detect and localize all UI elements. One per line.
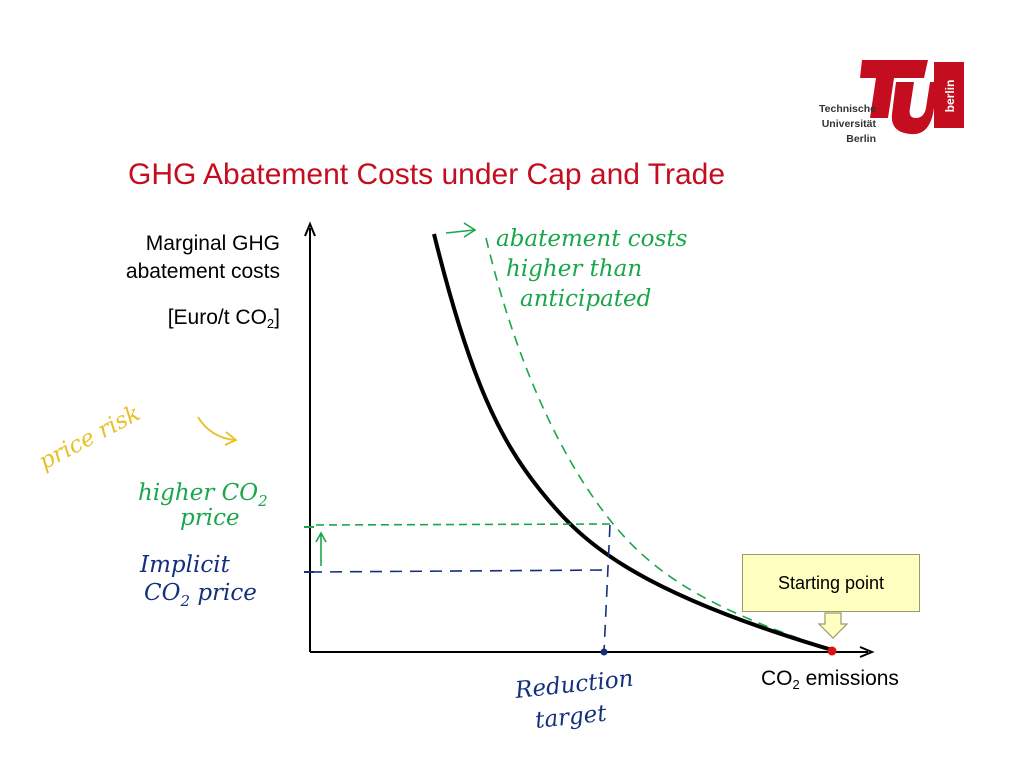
hand-green-price-text: higher CO bbox=[138, 480, 258, 506]
hand-reduction-line-2: target bbox=[534, 701, 609, 734]
anticipated-arrow bbox=[445, 222, 477, 238]
logo-wordmark: Technische Universität Berlin bbox=[808, 102, 876, 147]
hand-green-line-2: higher than bbox=[506, 256, 642, 282]
logo-line-2: Universität bbox=[821, 118, 876, 130]
y-axis-unit: [Euro/t CO2] bbox=[168, 306, 280, 331]
price-increase-arrow bbox=[315, 531, 327, 566]
x-axis-label: CO2 emissions bbox=[761, 667, 899, 692]
hand-blue-line-2: CO2 price bbox=[144, 580, 257, 610]
hand-blue-line-1: Implicit bbox=[139, 552, 231, 578]
hand-price-risk: price risk bbox=[35, 400, 145, 475]
starting-point-marker bbox=[827, 646, 837, 656]
slide-title: GHG Abatement Costs under Cap and Trade bbox=[128, 158, 725, 191]
y-unit-sub: 2 bbox=[266, 316, 275, 331]
reduction-target-point bbox=[600, 648, 608, 656]
hand-reduction-line-1: Reduction bbox=[513, 666, 635, 704]
higher-price-line bbox=[315, 523, 611, 526]
tu-berlin-logo: berlin bbox=[860, 60, 964, 135]
y-axis-label: Marginal GHG abatement costs bbox=[126, 230, 280, 286]
hand-blue-suffix: price bbox=[190, 580, 257, 606]
x-axis-arrow bbox=[859, 646, 875, 658]
y-unit-prefix: [Euro/t CO bbox=[167, 306, 267, 329]
x-label-suffix: emissions bbox=[799, 667, 899, 690]
x-label-prefix: CO bbox=[761, 667, 793, 690]
y-axis-arrow bbox=[304, 221, 316, 237]
logo-line-3: Berlin bbox=[846, 133, 876, 145]
logo-line-1: Technische bbox=[819, 103, 876, 115]
hand-blue-sub: 2 bbox=[179, 592, 190, 610]
logo-side-text: berlin bbox=[943, 80, 957, 113]
starting-point-callout: Starting point bbox=[742, 554, 920, 612]
abatement-cost-curve bbox=[432, 233, 833, 652]
y-axis-label-line-2: abatement costs bbox=[125, 260, 280, 283]
hand-blue-prefix: CO bbox=[144, 580, 181, 606]
price-risk-arrow bbox=[197, 416, 238, 446]
hand-green-line-1: abatement costs bbox=[496, 226, 688, 252]
higher-cost-curve bbox=[485, 237, 819, 646]
implicit-price-line bbox=[309, 569, 611, 573]
y-unit-suffix: ] bbox=[274, 306, 280, 329]
y-axis-label-line-1: Marginal GHG bbox=[145, 232, 280, 255]
callout-arrow bbox=[817, 612, 849, 639]
hand-green-price-line-2: price bbox=[180, 505, 240, 531]
hand-green-price-sub: 2 bbox=[257, 492, 268, 510]
hand-green-line-3: anticipated bbox=[520, 286, 651, 312]
x-label-sub: 2 bbox=[792, 677, 800, 692]
reduction-target-line bbox=[603, 524, 611, 653]
hand-green-price-line-1: higher CO2 bbox=[138, 480, 268, 510]
